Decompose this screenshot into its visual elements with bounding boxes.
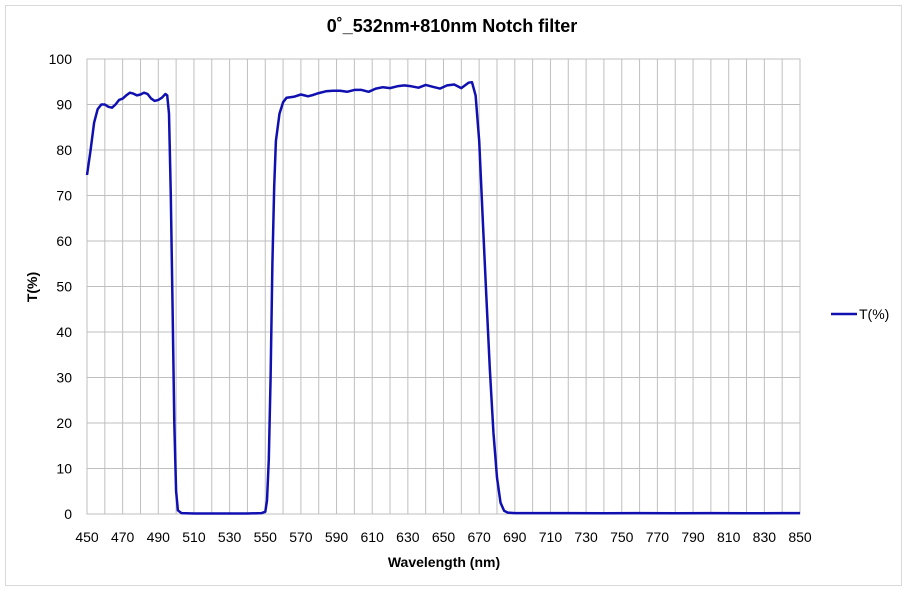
x-tick-label: 610 [361, 529, 385, 545]
y-axis-label: T(%) [24, 272, 40, 302]
y-tick-label: 60 [56, 233, 72, 249]
x-tick-label: 550 [254, 529, 278, 545]
y-tick-label: 80 [56, 142, 72, 158]
x-tick-label: 730 [574, 529, 598, 545]
x-tick-label: 630 [396, 529, 420, 545]
x-tick-label: 470 [111, 529, 135, 545]
x-tick-label: 510 [182, 529, 206, 545]
y-tick-label: 90 [56, 97, 72, 113]
x-tick-label: 590 [325, 529, 349, 545]
y-tick-label: 30 [56, 370, 72, 386]
y-tick-label: 100 [49, 51, 73, 67]
series-line-t-percent [85, 80, 800, 515]
x-tick-label: 790 [681, 529, 705, 545]
x-tick-label: 490 [147, 529, 171, 545]
x-tick-label: 450 [75, 529, 99, 545]
gridlines [86, 58, 801, 515]
y-tick-label: 20 [56, 415, 72, 431]
legend-label: T(%) [859, 306, 889, 322]
x-axis-label: Wavelength (nm) [388, 554, 500, 570]
y-tick-label: 70 [56, 188, 72, 204]
y-tick-label: 10 [56, 461, 72, 477]
x-tick-label: 530 [218, 529, 242, 545]
x-axis-ticks: 450 470 490 510 530 550 570 590 610 630 650 670 690 7… [75, 529, 812, 545]
plot-area [86, 58, 801, 515]
x-tick-label: 670 [467, 529, 491, 545]
y-tick-label: 40 [56, 324, 72, 340]
x-tick-label: 570 [289, 529, 313, 545]
chart-title: 0˚_532nm+810nm Notch filter [327, 16, 578, 36]
y-tick-label: 0 [64, 506, 72, 522]
y-tick-label: 50 [56, 279, 72, 295]
x-tick-label: 750 [610, 529, 634, 545]
x-tick-label: 690 [503, 529, 527, 545]
x-tick-label: 810 [717, 529, 741, 545]
y-axis-ticks: 0 10 20 30 40 50 60 70 80 90 100 [49, 51, 73, 522]
legend: T(%) [831, 306, 889, 322]
x-tick-label: 830 [753, 529, 777, 545]
x-tick-label: 770 [646, 529, 670, 545]
x-tick-label: 650 [432, 529, 456, 545]
x-tick-label: 710 [539, 529, 563, 545]
x-tick-label: 850 [788, 529, 812, 545]
